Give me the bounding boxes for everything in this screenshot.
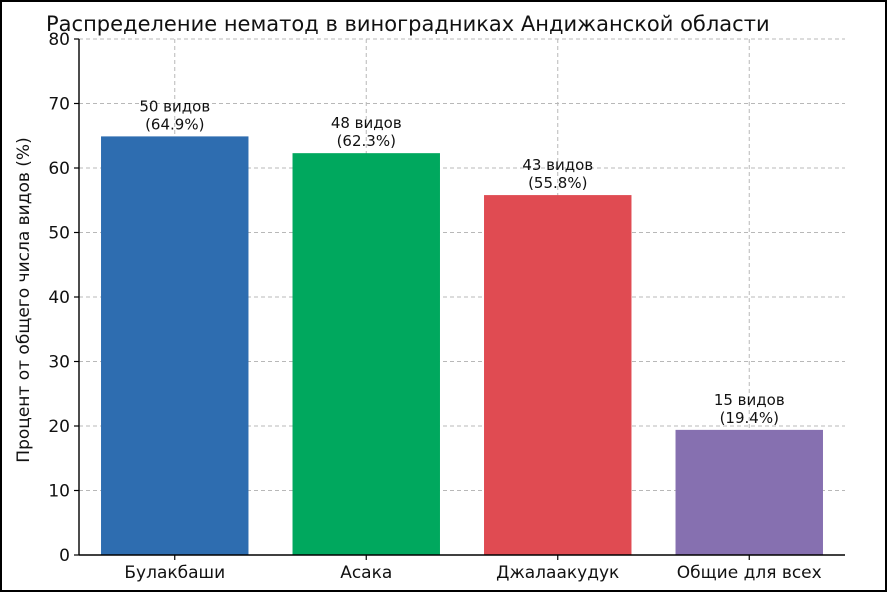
bar-percent-label: (64.9%) [145,115,204,133]
bar [292,153,440,556]
bar-percent-label: (19.4%) [720,409,779,427]
bars [101,136,823,556]
bar-percent-label: (55.8%) [528,174,587,192]
x-tick-label: Асака [340,563,392,583]
y-tick-label: 60 [48,159,70,179]
y-axis-label: Процент от общего числа видов (%) [14,137,34,462]
bar-percent-label: (62.3%) [337,132,396,150]
labels: 0 10 20 30 40 50 60 70 80 50 видов(64.9%) Булакбаш… [48,30,821,583]
axes [74,38,845,560]
x-tick-label: Общие для всех [677,563,822,583]
x-tick-label: Джалаакудук [496,563,619,583]
x-tick-label: Булакбаши [124,563,225,583]
chart-title: Распределение нематод в виноградниках Ан… [46,12,770,36]
bar [101,136,249,555]
y-tick-label: 10 [48,482,70,502]
bar-count-label: 50 видов [139,97,210,115]
bar-count-label: 15 видов [714,391,785,409]
y-tick-label: 70 [48,95,70,115]
y-tick-label: 30 [48,353,70,373]
y-tick-label: 20 [48,417,70,437]
y-tick-label: 40 [48,288,70,308]
y-tick-label: 50 [48,224,70,244]
bar [675,429,823,555]
bar-count-label: 48 видов [331,114,402,132]
y-tick-label: 0 [59,546,70,566]
bar-count-label: 43 видов [522,156,593,174]
bar [484,195,632,555]
y-tick-label: 80 [48,30,70,50]
